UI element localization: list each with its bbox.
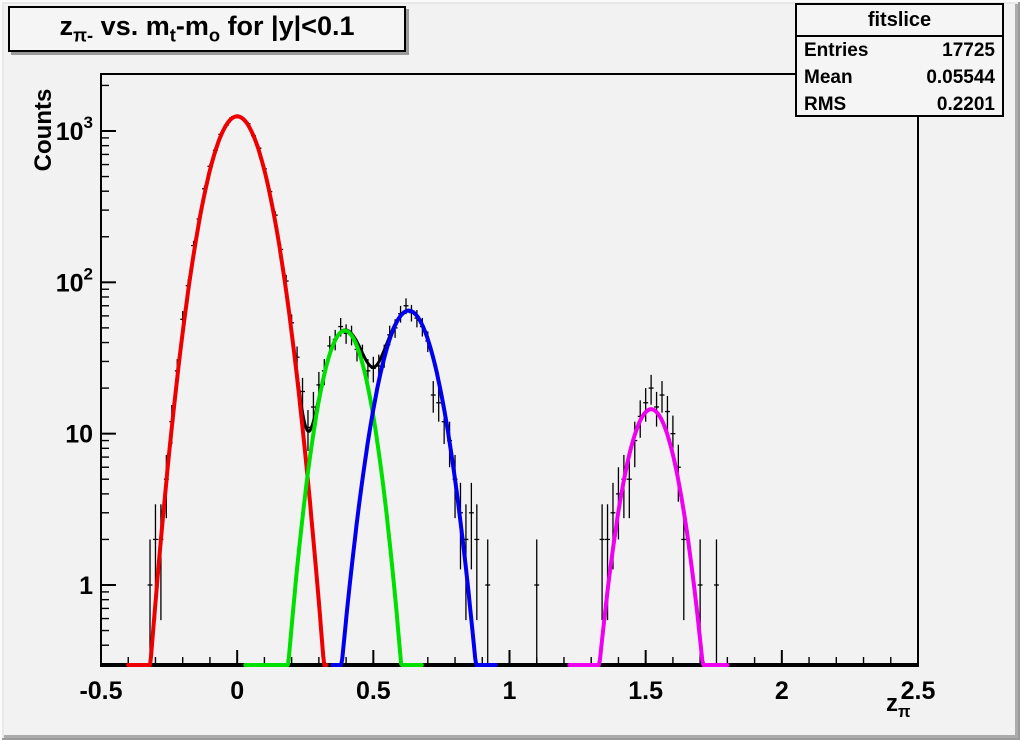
svg-text:103: 103 [56,113,93,146]
stats-entries-label: Entries [804,40,869,61]
svg-text:2.5: 2.5 [901,677,936,705]
stats-row-entries: Entries 17725 [797,37,1002,64]
svg-text:10: 10 [65,421,93,449]
y-axis-title: Counts [30,88,57,172]
red-fit-curve [126,114,329,667]
stats-mean-label: Mean [804,67,853,88]
stats-rms-value: 0.2201 [936,94,995,115]
stats-row-mean: Mean 0.05544 [797,64,1002,91]
stats-mean-value: 0.05544 [926,67,995,88]
x-axis-tick-labels: -0.5 0 0.5 1 1.5 2 2.5 [79,677,935,705]
y-axis-tick-labels: 1 10 102 103 [56,113,93,600]
x-axis-title: zπ [886,690,911,721]
svg-text:1: 1 [79,572,93,600]
svg-text:102: 102 [56,264,93,297]
svg-text:-0.5: -0.5 [79,677,122,705]
blue-fit-curve [330,308,498,667]
svg-text:1: 1 [503,677,517,705]
plot-title-box: zπ- vs. mt-mo for |y|<0.1 [8,6,406,52]
svg-text:1.5: 1.5 [628,677,663,705]
plot-title: zπ- vs. mt-mo for |y|<0.1 [59,11,355,46]
svg-text:0.5: 0.5 [356,677,391,705]
stats-title: fitslice [797,5,1002,37]
stats-box: fitslice Entries 17725 Mean 0.05544 RMS … [795,3,1004,117]
green-fit-curve [243,328,424,667]
stats-rms-label: RMS [804,94,847,115]
y-axis-ticks [101,84,116,665]
stats-entries-value: 17725 [942,40,995,61]
plot-frame [100,73,919,667]
data-points [147,114,719,665]
x-axis-ticks [100,650,919,665]
magenta-fit-curve [567,407,730,667]
stats-row-rms: RMS 0.2201 [797,91,1002,118]
svg-text:0: 0 [230,677,244,705]
svg-text:2: 2 [775,677,789,705]
